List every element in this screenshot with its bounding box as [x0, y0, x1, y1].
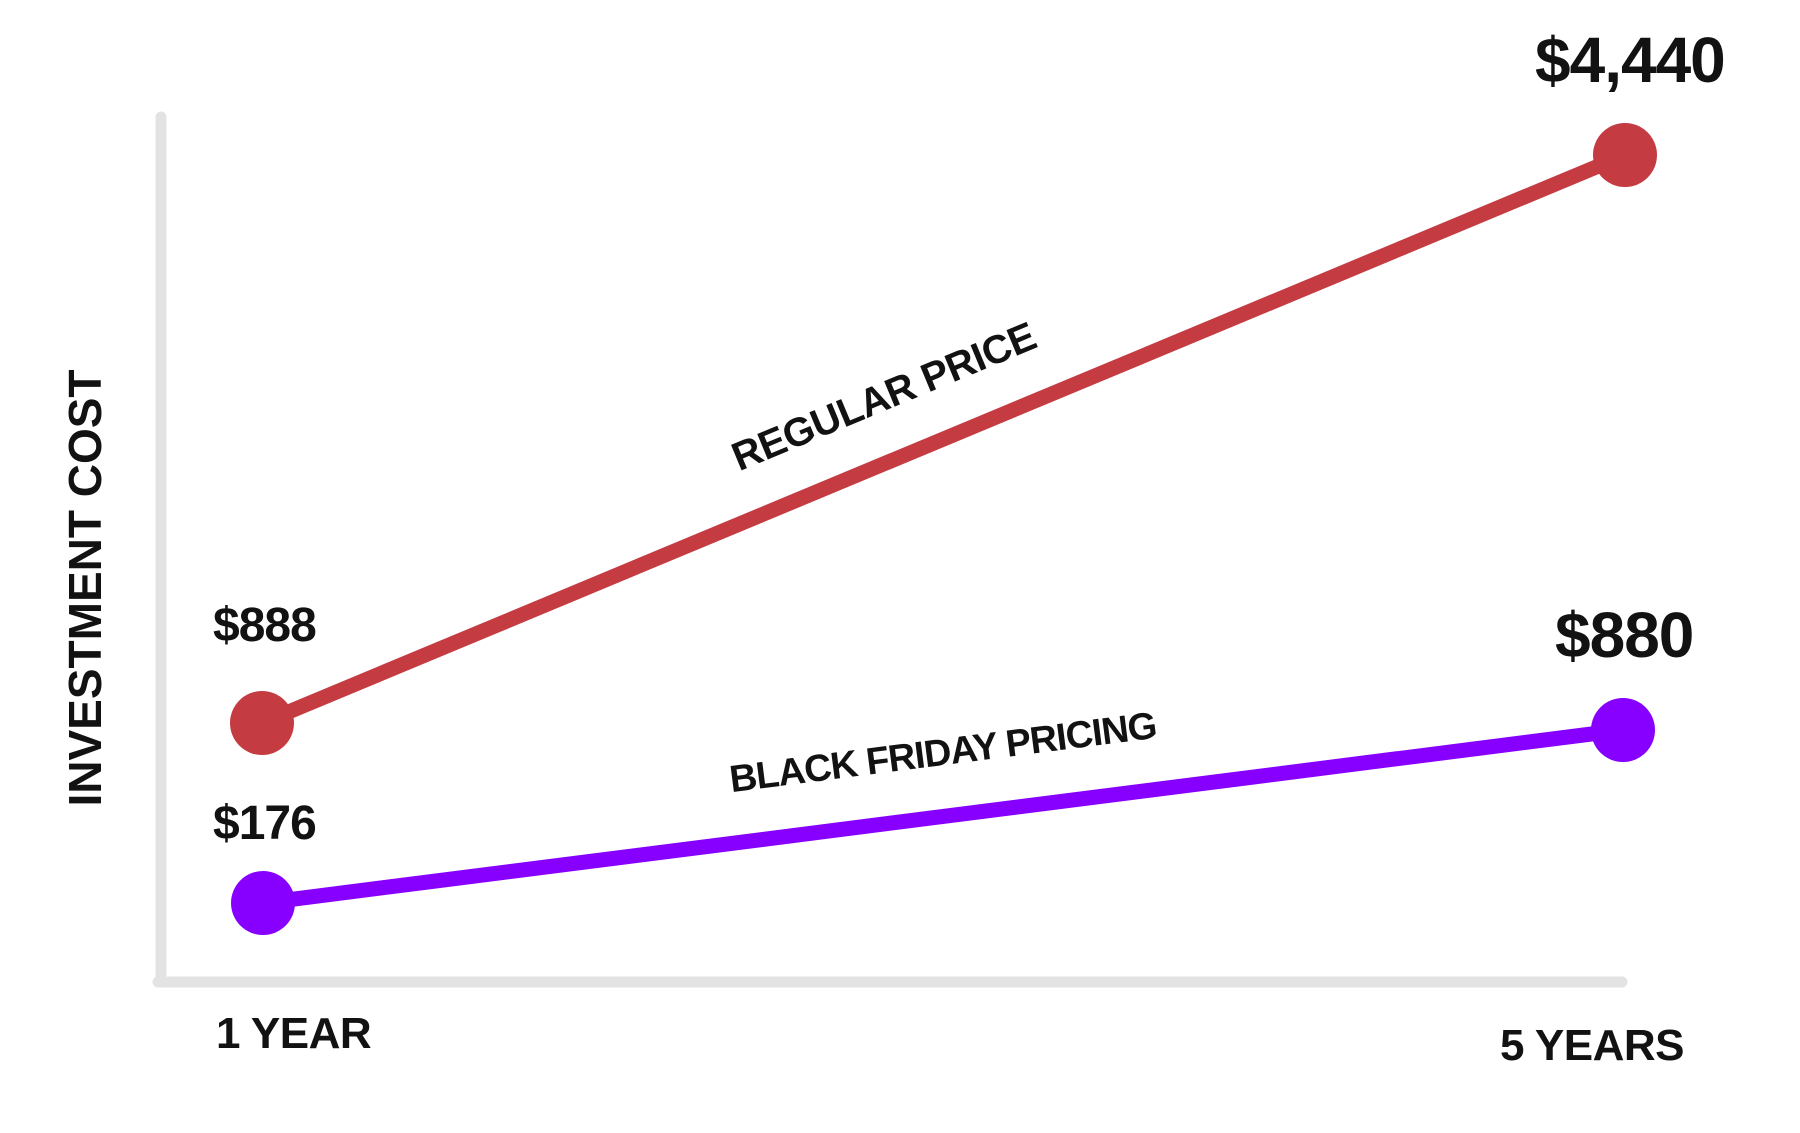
black-friday-point-1year [231, 871, 295, 935]
black-friday-point-5years [1591, 698, 1655, 762]
black-friday-5years-value: $880 [1555, 599, 1694, 671]
y-axis-title: INVESTMENT COST [59, 369, 111, 807]
regular-price-1year-value: $888 [213, 599, 317, 652]
black-friday-line [255, 722, 1631, 911]
x-axis-label-5-years: 5 YEARS [1500, 1021, 1685, 1070]
black-friday-1year-value: $176 [213, 797, 317, 850]
regular-price-line [254, 147, 1633, 731]
regular-price-point-5years [1593, 123, 1657, 187]
x-axis-label-1-year: 1 YEAR [216, 1009, 372, 1058]
regular-price-5years-value: $4,440 [1535, 24, 1726, 96]
regular-price-point-1year [230, 691, 294, 755]
